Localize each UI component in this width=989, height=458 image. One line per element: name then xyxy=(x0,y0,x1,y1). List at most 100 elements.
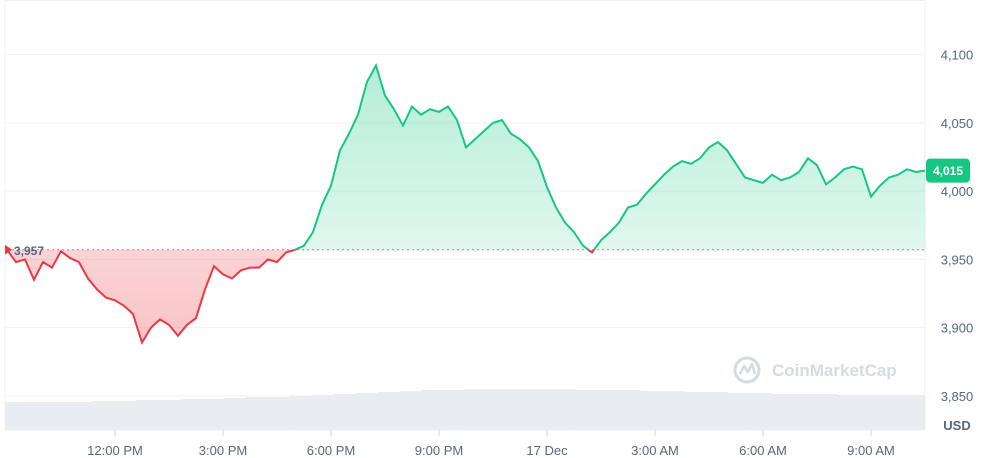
price-point xyxy=(483,130,485,132)
coinmarketcap-watermark: CoinMarketCap xyxy=(733,356,897,384)
price-point xyxy=(213,265,215,267)
current-price-text: 4,015 xyxy=(933,164,963,178)
price-point xyxy=(843,168,845,170)
volume-bar xyxy=(508,389,532,430)
price-point xyxy=(420,114,422,116)
price-point xyxy=(429,108,431,110)
price-point xyxy=(132,313,134,315)
price-point xyxy=(798,171,800,173)
volume-bar xyxy=(267,397,291,430)
volume-bar xyxy=(837,395,860,430)
price-point xyxy=(42,261,44,263)
y-tick-label: 4,000 xyxy=(941,184,974,199)
price-point xyxy=(411,105,413,107)
price-point xyxy=(87,277,89,279)
volume-bar xyxy=(26,402,50,430)
current-price-badge-bg xyxy=(926,158,970,183)
volume-bar xyxy=(5,402,28,430)
volume-bar xyxy=(465,389,488,430)
price-point xyxy=(69,257,71,259)
price-point xyxy=(780,179,782,181)
price-point xyxy=(348,133,350,135)
price-point xyxy=(924,170,926,172)
price-point xyxy=(186,324,188,326)
price-point xyxy=(375,65,377,67)
x-tick-label: 9:00 PM xyxy=(415,443,463,458)
volume-bar xyxy=(771,394,795,430)
volume-bar xyxy=(333,394,356,430)
price-point xyxy=(276,261,278,263)
price-point xyxy=(663,174,665,176)
area-fill-above-open xyxy=(7,65,925,250)
volume-bar xyxy=(136,400,159,430)
price-point xyxy=(231,277,233,279)
price-line-up xyxy=(6,62,925,250)
price-point xyxy=(609,231,611,233)
price-point xyxy=(528,146,530,148)
price-point xyxy=(744,176,746,178)
volume-bar xyxy=(662,391,685,430)
x-tick-label: 17 Dec xyxy=(526,443,568,458)
price-point xyxy=(60,250,62,252)
price-point xyxy=(240,269,242,271)
volume-bar xyxy=(158,400,181,430)
x-tick-label: 3:00 PM xyxy=(199,443,247,458)
price-point xyxy=(888,176,890,178)
price-point xyxy=(681,160,683,162)
price-point xyxy=(546,186,548,188)
price-point xyxy=(573,231,575,233)
price-point xyxy=(339,149,341,151)
volume-bar xyxy=(640,391,663,430)
area-fill-below-open xyxy=(7,249,594,343)
price-point xyxy=(267,258,269,260)
price-point xyxy=(825,183,827,185)
volume-bar xyxy=(421,390,444,430)
price-point xyxy=(537,160,539,162)
volume-bar xyxy=(48,402,72,430)
open-price-marker-icon xyxy=(5,244,12,255)
price-point xyxy=(285,252,287,254)
current-price-badge: 4,015 xyxy=(926,158,970,183)
price-point xyxy=(258,267,260,269)
price-point xyxy=(24,258,26,260)
price-point xyxy=(690,163,692,165)
price-point xyxy=(105,297,107,299)
price-point xyxy=(357,114,359,116)
volume-bar xyxy=(443,390,466,430)
volume-bar xyxy=(114,401,137,430)
volume-bar xyxy=(727,393,751,430)
y-tick-label: 4,050 xyxy=(941,116,974,131)
x-tick-label: 9:00 AM xyxy=(847,443,895,458)
price-point xyxy=(249,267,251,269)
price-point xyxy=(753,179,755,181)
price-point xyxy=(699,157,701,159)
price-point xyxy=(393,108,395,110)
price-point xyxy=(366,81,368,83)
price-point xyxy=(438,111,440,113)
price-point xyxy=(141,342,143,344)
price-point xyxy=(312,231,314,233)
volume-bar xyxy=(202,399,225,430)
y-tick-label: 3,850 xyxy=(941,389,974,404)
volume-bar xyxy=(618,390,641,430)
volume-bar xyxy=(552,389,576,430)
price-point xyxy=(591,252,593,254)
price-point xyxy=(519,138,521,140)
watermark-text: CoinMarketCap xyxy=(772,361,897,380)
price-point xyxy=(177,335,179,337)
x-tick-label: 6:00 AM xyxy=(739,443,787,458)
volume-bar xyxy=(180,399,203,430)
volume-bar xyxy=(530,389,554,430)
currency-label: USD xyxy=(943,418,970,433)
price-point xyxy=(852,166,854,168)
price-point xyxy=(294,249,296,251)
volume-bar xyxy=(705,392,729,430)
volume-bar xyxy=(684,392,707,430)
price-point xyxy=(78,261,80,263)
price-point xyxy=(195,317,197,319)
volume-bars xyxy=(5,389,926,430)
price-point xyxy=(834,176,836,178)
x-axis: 12:00 PM 3:00 PM 6:00 PM 9:00 PM 17 Dec 3:00 … xyxy=(87,430,895,458)
open-price-label: 3,957 xyxy=(5,244,44,258)
